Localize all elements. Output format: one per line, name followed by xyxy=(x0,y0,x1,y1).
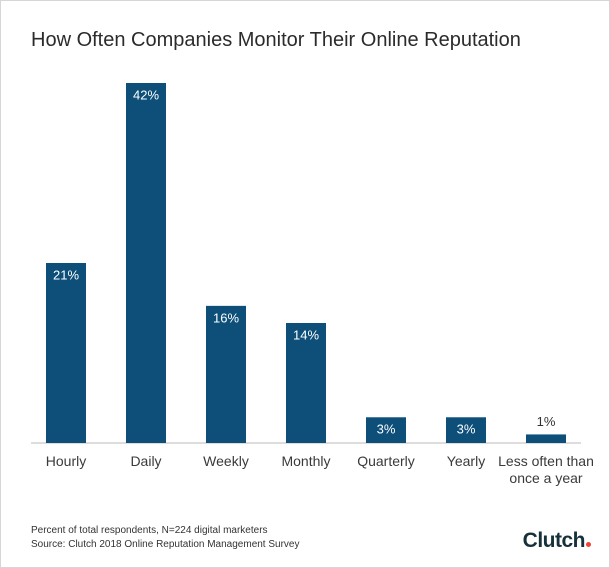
x-tick-label: Monthly xyxy=(281,453,331,469)
bar xyxy=(126,83,166,443)
x-tick-label: Daily xyxy=(130,453,162,469)
value-label: 3% xyxy=(457,422,476,437)
value-label: 3% xyxy=(377,422,396,437)
x-tick-label: Yearly xyxy=(446,453,486,469)
logo-text: Clutch xyxy=(522,529,586,552)
bar xyxy=(526,434,566,443)
bar xyxy=(366,417,406,443)
bar xyxy=(206,305,246,443)
bar xyxy=(286,323,326,443)
footnote: Percent of total respondents, N=224 digi… xyxy=(31,525,268,536)
bar xyxy=(46,263,86,443)
x-tick-label: Less often than once a year xyxy=(498,453,594,486)
value-label: 42% xyxy=(133,87,159,102)
value-label: 14% xyxy=(293,327,319,342)
value-label: 1% xyxy=(537,414,556,429)
bar xyxy=(446,417,486,443)
logo: Clutch xyxy=(523,529,591,553)
x-tick-label: Weekly xyxy=(203,453,249,469)
footnote: Source: Clutch 2018 Online Reputation Ma… xyxy=(31,539,300,550)
value-label: 16% xyxy=(213,310,239,325)
x-tick-label: Hourly xyxy=(45,453,87,469)
logo-dot xyxy=(586,542,591,547)
x-tick-label: Quarterly xyxy=(357,453,415,469)
chart-title: How Often Companies Monitor Their Online… xyxy=(31,29,521,51)
value-label: 21% xyxy=(53,267,79,282)
